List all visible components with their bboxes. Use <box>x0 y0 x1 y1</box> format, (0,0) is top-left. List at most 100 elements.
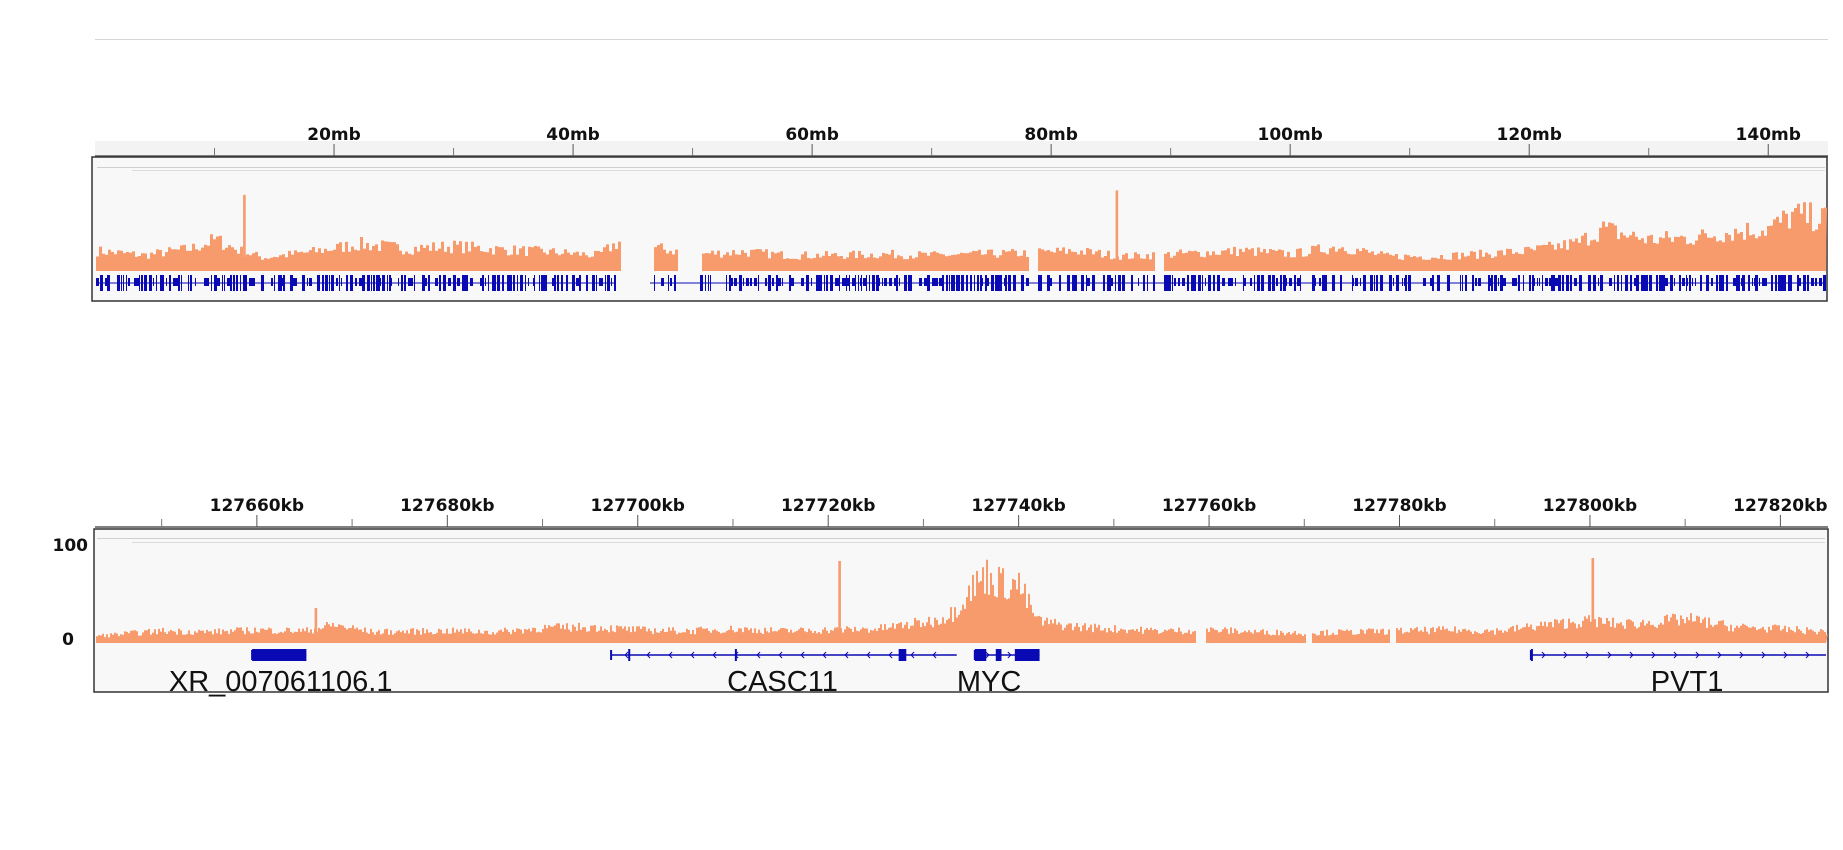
feature-block <box>860 278 861 286</box>
gene-myc[interactable]: MYC <box>957 649 1040 698</box>
feature-block <box>1404 278 1405 286</box>
feature-block <box>1545 278 1548 286</box>
ruler-tick-label: 127660kb <box>210 496 304 516</box>
feature-block <box>293 278 295 286</box>
gene-label: PVT1 <box>1651 666 1724 698</box>
feature-block <box>408 278 411 286</box>
strand-arrow <box>668 651 673 659</box>
zoom-coverage-area <box>96 559 1828 643</box>
feature-block <box>1355 278 1358 286</box>
feature-block <box>457 278 460 286</box>
feature-block <box>307 278 308 286</box>
feature-block <box>801 278 804 286</box>
feature-block <box>1537 278 1538 286</box>
feature-block <box>842 278 845 286</box>
feature-block <box>1815 278 1817 286</box>
feature-block <box>1574 278 1577 286</box>
feature-block <box>1665 278 1668 286</box>
feature-block <box>398 278 399 286</box>
feature-block <box>485 278 486 286</box>
strand-arrow <box>1673 651 1678 659</box>
feature-block <box>1741 278 1742 286</box>
ruler-tick-label: 140mb <box>1736 125 1801 145</box>
feature-block <box>1498 278 1499 286</box>
feature-block <box>1754 278 1755 286</box>
feature-block <box>1539 278 1540 286</box>
zoom-ruler[interactable]: 127660kb 127680kb 127700kb 127720kb 127740kb… <box>95 496 1828 528</box>
strand-arrow <box>1783 651 1788 659</box>
feature-block <box>341 278 342 286</box>
feature-block <box>852 278 855 286</box>
gene-track: XR_007061106.1 CASC11 MYC PVT1 <box>169 649 1826 698</box>
feature-block <box>778 278 781 286</box>
strand-arrow <box>1717 651 1722 659</box>
gene-label: MYC <box>957 666 1021 698</box>
feature-block <box>1634 278 1636 286</box>
feature-block <box>882 278 883 286</box>
feature-block <box>207 278 209 286</box>
feature-block <box>1222 278 1225 286</box>
ruler-tick-label: 120mb <box>1497 125 1562 145</box>
gene-xr-007061106-1[interactable]: XR_007061106.1 <box>169 649 393 698</box>
strand-arrow <box>624 651 629 659</box>
feature-block <box>1692 278 1693 286</box>
feature-block <box>750 278 752 286</box>
feature-block <box>1250 278 1252 286</box>
ruler-tick-label: 80mb <box>1024 125 1078 145</box>
feature-block <box>195 278 196 286</box>
feature-block <box>1353 278 1354 286</box>
feature-block <box>128 278 130 286</box>
gene-exon <box>974 649 987 661</box>
feature-block <box>1004 278 1005 286</box>
feature-block <box>1315 278 1316 286</box>
gene-exon <box>898 649 907 661</box>
strand-arrow <box>844 651 849 659</box>
feature-block <box>1799 278 1801 286</box>
gene-casc11[interactable]: CASC11 <box>610 649 957 698</box>
zoom-track[interactable]: 100 0 XR_007061106.1 CASC11 MYC PVT1 <box>53 528 1829 698</box>
feature-block <box>271 278 273 286</box>
overview-ruler[interactable]: 20mb 40mb 60mb 80mb 100mb 120mb 140mb <box>95 125 1828 157</box>
feature-block <box>1475 278 1477 286</box>
strand-arrow <box>1695 651 1700 659</box>
feature-block <box>1174 278 1176 286</box>
feature-block <box>811 278 812 286</box>
feature-block <box>1289 278 1292 286</box>
strand-arrow <box>1761 651 1766 659</box>
feature-block <box>1555 278 1558 286</box>
feature-block <box>661 278 664 286</box>
feature-block <box>1286 278 1287 286</box>
feature-block <box>336 278 338 286</box>
gene-pvt1[interactable]: PVT1 <box>1529 649 1826 698</box>
strand-arrow <box>1541 651 1546 659</box>
feature-block <box>309 278 310 286</box>
feature-block <box>845 278 846 286</box>
feature-block <box>1598 278 1599 286</box>
feature-block <box>470 278 473 286</box>
feature-block <box>1819 278 1822 286</box>
feature-block <box>1682 278 1685 286</box>
feature-block <box>552 278 554 286</box>
feature-block <box>1515 278 1517 286</box>
feature-block <box>919 278 922 286</box>
feature-block <box>746 278 749 286</box>
strand-arrow <box>866 651 871 659</box>
feature-block <box>935 278 938 286</box>
strand-arrow <box>888 651 893 659</box>
feature-block <box>899 278 900 286</box>
feature-block <box>987 278 989 286</box>
feature-block <box>599 278 601 286</box>
feature-block <box>1402 278 1403 286</box>
feature-block <box>932 278 935 286</box>
overview-track[interactable] <box>91 156 1828 302</box>
gene-label: CASC11 <box>727 666 838 698</box>
feature-block <box>611 278 612 286</box>
feature-block <box>939 278 940 286</box>
feature-block <box>1205 278 1206 286</box>
feature-block <box>782 278 783 286</box>
feature-block <box>533 278 534 286</box>
feature-block <box>1733 278 1736 286</box>
feature-block <box>176 278 178 286</box>
feature-block <box>134 278 137 286</box>
ruler-tick-label: 127700kb <box>591 496 685 516</box>
